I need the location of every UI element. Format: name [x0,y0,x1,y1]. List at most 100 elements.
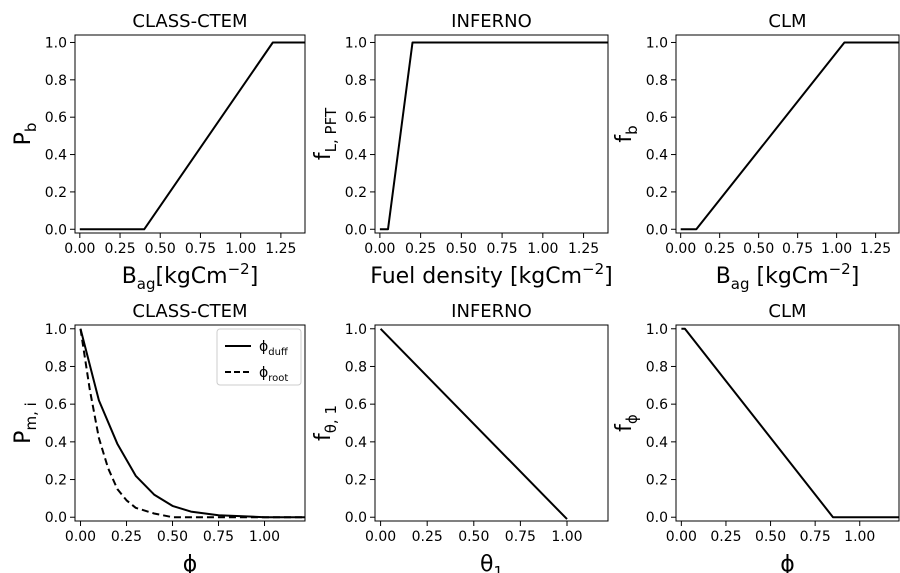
y-tick-label: 0.4 [646,148,668,164]
x-label-main: ϕ [780,552,795,573]
x-tick-label: 1.25 [860,241,891,257]
y-tick-label: 0.4 [45,148,67,164]
series-line [680,41,899,231]
chart-panel-2: INFERNO 0.0 0.2 0.4 0.6 0.8 1.0 0.00 0.25 0.50 0.7… [311,11,613,289]
y-tick-label: 0.2 [646,185,668,201]
x-label-end: ] [250,264,259,289]
y-tick-label: 0.2 [345,185,367,201]
chart-panel-3: CLM 0.0 0.2 0.4 0.6 0.8 1.0 0.00 0.25 0.50 0.75 1.0… [612,11,900,293]
y-tick-label: 0.2 [646,473,668,489]
series-line [681,327,899,519]
x-label-end: ] [851,264,860,289]
x-label-main: Fuel density [kgCm [370,264,582,289]
x-axis-label: Bag[kgCm−2] [122,260,259,293]
x-tick-label: 0.25 [412,529,443,545]
legend-label: ϕduff [259,339,289,358]
x-tick-label: 1.00 [844,529,875,545]
chart-title: CLASS-CTEM [132,301,247,322]
y-axis-label: fϕ [612,414,641,432]
y-label-sub: b [22,123,40,133]
x-axis-label: ϕ [183,552,198,573]
x-tick-label: 0.25 [111,529,142,545]
x-tick-label: 0.00 [665,241,696,257]
x-tick-label: 0.50 [458,529,489,545]
y-axis-label: fθ, 1 [311,405,340,441]
chart-title: INFERNO [451,301,532,322]
x-tick-label: 0.50 [743,241,774,257]
y-axis-label: Pb [11,123,40,146]
y-tick-label: 0.8 [345,73,367,89]
x-tick-label: 0.25 [704,241,735,257]
x-label-sup: −2 [228,260,250,278]
x-tick-label: 0.75 [185,241,216,257]
series-line [379,41,608,231]
x-tick-label: 1.00 [225,241,256,257]
y-label-main: P [11,132,36,145]
y-tick-label: 0.2 [45,185,67,201]
y-label-main: f [311,432,336,441]
x-tick-label: 1.25 [265,241,296,257]
x-label-main: ϕ [183,552,198,573]
y-tick-label: 0.0 [646,222,668,238]
y-tick-label: 0.0 [646,510,668,526]
y-tick-label: 1.0 [646,35,668,51]
chart-panel-4: CLASS-CTEM 0.0 0.2 0.4 0.6 0.8 1.0 0.00 0.25 0.50… [11,301,306,573]
chart-title: CLASS-CTEM [132,11,247,32]
x-tick-label: 0.25 [405,241,436,257]
y-axis-label: fb [612,125,641,142]
y-label-sub: θ, 1 [322,405,340,433]
x-label-main: B [122,264,137,289]
x-tick-label: 0.50 [157,529,188,545]
plot-frame [374,324,609,522]
y-axis-label: fL, PFT [311,107,340,160]
y-tick-label: 0.4 [646,435,668,451]
y-label-main: f [311,151,336,160]
plot-frame [74,324,306,522]
x-label-main: θ [480,552,493,573]
y-tick-label: 0.4 [345,148,367,164]
y-label-main: P [11,431,36,444]
chart-panel-5: INFERNO 0.0 0.2 0.4 0.6 0.8 1.0 0.00 0.25 0.50 0.7… [311,301,609,573]
x-label-sub: ag [731,275,750,293]
y-tick-label: 0.0 [345,510,367,526]
legend-label: ϕroot [259,365,288,384]
series-line [79,41,305,231]
y-tick-label: 1.0 [646,322,668,338]
y-label-sub: L, PFT [322,107,340,152]
x-axis-label: θ1 [480,552,503,573]
x-label-sup: −2 [582,260,604,278]
x-tick-label: 0.00 [365,529,396,545]
y-tick-label: 0.8 [45,73,67,89]
y-tick-label: 1.0 [45,322,67,338]
y-tick-label: 0.4 [345,435,367,451]
x-tick-label: 0.75 [505,529,536,545]
series-line-dashed [79,328,305,519]
x-tick-label: 0.00 [64,241,95,257]
x-tick-label: 0.00 [364,241,395,257]
y-tick-label: 0.4 [45,435,67,451]
chart-title: CLM [768,301,806,322]
y-tick-label: 0.6 [45,397,67,413]
y-tick-label: 0.6 [646,110,668,126]
y-axis-label: Pm, i [11,402,40,444]
legend-sub: root [268,373,288,384]
y-tick-label: 0.6 [345,110,367,126]
x-tick-label: 0.00 [65,529,96,545]
x-label-sub: 1 [493,563,503,573]
plot-frame [675,34,900,234]
y-label-sub: b [623,125,641,135]
y-tick-label: 0.6 [345,397,367,413]
x-tick-label: 0.75 [487,241,518,257]
x-axis-label: ϕ [780,552,795,573]
y-tick-label: 1.0 [345,322,367,338]
x-axis-label: Fuel density [kgCm−2] [370,260,613,289]
x-tick-label: 0.50 [755,529,786,545]
y-tick-label: 0.8 [345,359,367,375]
x-label-sup: −2 [829,260,851,278]
y-tick-label: 0.8 [646,359,668,375]
x-label-rest: [kgCm [750,264,829,289]
y-label-main: f [612,423,637,432]
plot-frame [74,34,306,234]
x-tick-label: 1.25 [568,241,599,257]
y-label-sub: m, i [22,402,40,430]
